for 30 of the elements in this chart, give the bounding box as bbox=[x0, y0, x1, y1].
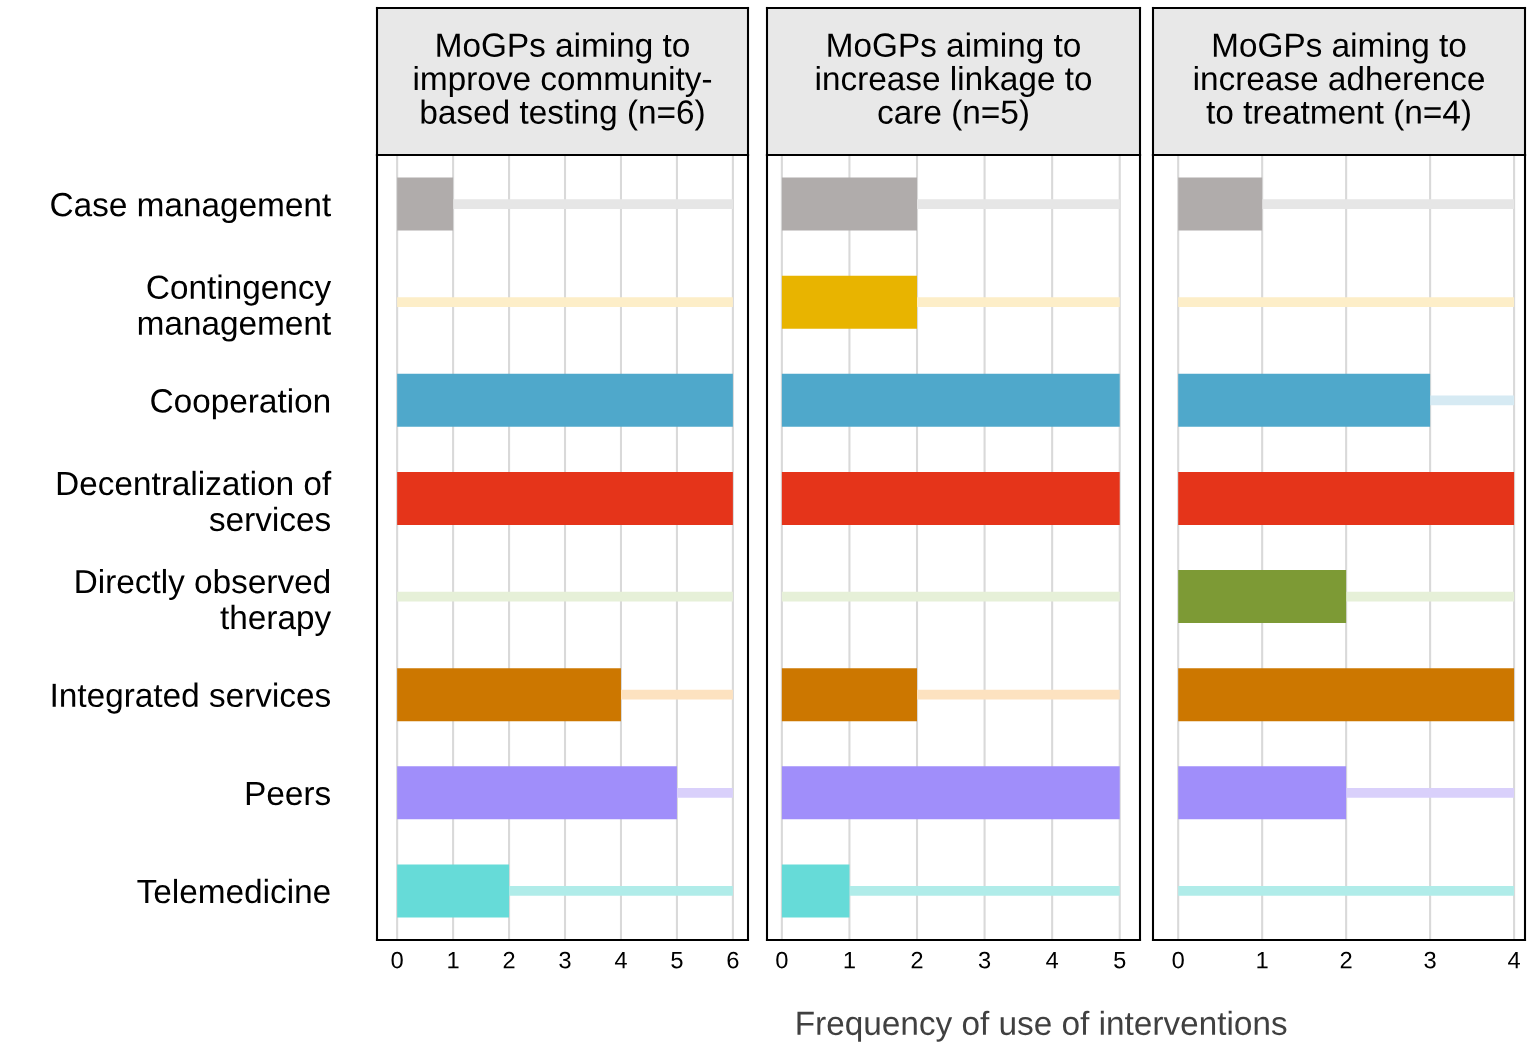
x-tick-label: 4 bbox=[614, 951, 627, 969]
y-tick-label: Case management bbox=[51, 192, 331, 224]
x-tick-label: 1 bbox=[1257, 951, 1268, 969]
x-tick-label: 4 bbox=[1508, 951, 1520, 969]
x-tick-label: 3 bbox=[559, 951, 571, 969]
x-tick-label: 0 bbox=[776, 951, 788, 969]
x-tick-label: 1 bbox=[448, 951, 459, 969]
x-tick-label: 5 bbox=[1114, 951, 1126, 969]
x-tick-label: 1 bbox=[844, 951, 855, 969]
x-axis-title: Frequency of use of interventions bbox=[797, 1010, 1287, 1042]
y-tick-label: Decentralization of services bbox=[57, 470, 332, 532]
y-tick-label: Contingency management bbox=[138, 274, 332, 342]
x-tick-label: 2 bbox=[1340, 951, 1352, 969]
chart-title: MoGPs aiming to increase linkage to care (n=5) bbox=[816, 32, 1092, 131]
chart-title: MoGPs aiming to increase adherence to treatment (n=4) bbox=[1194, 32, 1484, 131]
x-tick-label: 0 bbox=[391, 951, 403, 969]
x-tick-label: 2 bbox=[911, 951, 923, 969]
y-tick-label: Telemedicine bbox=[137, 878, 330, 904]
x-tick-label: 6 bbox=[727, 951, 739, 969]
x-tick-label: 2 bbox=[503, 951, 515, 969]
x-tick-label: 5 bbox=[671, 951, 683, 969]
x-tick-label: 3 bbox=[978, 951, 991, 969]
chart-title: MoGPs aiming to improve community- based testing (n=6) bbox=[414, 32, 712, 131]
y-tick-label: Cooperation bbox=[151, 388, 330, 420]
x-tick-label: 0 bbox=[1172, 951, 1184, 969]
y-tick-label: Integrated services bbox=[52, 682, 330, 714]
x-tick-label: 4 bbox=[1046, 951, 1059, 969]
y-tick-label: Directly observed therapy bbox=[76, 568, 332, 636]
y-tick-label: Peers bbox=[246, 781, 330, 806]
x-tick-label: 3 bbox=[1424, 951, 1436, 969]
